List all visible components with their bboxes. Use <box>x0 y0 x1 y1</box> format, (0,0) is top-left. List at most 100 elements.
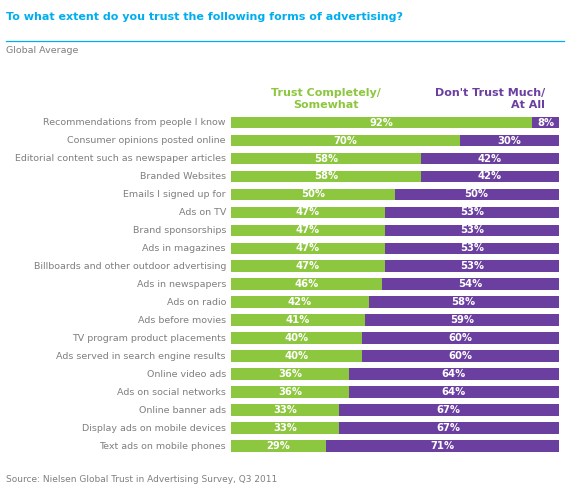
Text: 40%: 40% <box>284 333 308 343</box>
Text: 53%: 53% <box>460 243 484 253</box>
Text: 58%: 58% <box>314 154 338 163</box>
Text: 41%: 41% <box>286 315 310 325</box>
Text: Ads on TV: Ads on TV <box>178 208 226 217</box>
Bar <box>349 368 559 380</box>
Bar <box>231 278 382 290</box>
Bar <box>231 314 365 326</box>
Bar <box>231 207 385 218</box>
Text: Editorial content such as newspaper articles: Editorial content such as newspaper arti… <box>15 154 226 163</box>
Text: Branded Websites: Branded Websites <box>140 172 226 181</box>
Bar <box>339 404 559 416</box>
Text: 42%: 42% <box>288 297 312 307</box>
Text: Ads before movies: Ads before movies <box>138 316 226 325</box>
Text: Ads on radio: Ads on radio <box>166 298 226 307</box>
Text: To what extent do you trust the following forms of advertising?: To what extent do you trust the followin… <box>6 12 402 22</box>
Text: 71%: 71% <box>430 441 454 451</box>
Text: Emails I signed up for: Emails I signed up for <box>123 190 226 199</box>
Text: 92%: 92% <box>370 118 393 127</box>
Text: Trust Completely/
Somewhat: Trust Completely/ Somewhat <box>271 88 381 110</box>
Bar <box>231 296 368 308</box>
Bar <box>461 135 559 146</box>
Text: 33%: 33% <box>273 405 297 415</box>
Text: Global Average: Global Average <box>6 46 78 55</box>
Bar <box>231 189 394 200</box>
Text: 47%: 47% <box>296 243 320 253</box>
Bar <box>421 171 559 182</box>
Bar <box>231 332 362 344</box>
Bar <box>349 386 559 398</box>
Text: Consumer opinions posted online: Consumer opinions posted online <box>67 136 226 145</box>
Text: 67%: 67% <box>437 405 461 415</box>
Bar <box>231 368 349 380</box>
Text: Ads served in search engine results: Ads served in search engine results <box>56 352 226 361</box>
Text: 42%: 42% <box>478 172 502 181</box>
Bar <box>382 278 559 290</box>
Bar <box>421 153 559 164</box>
Text: 47%: 47% <box>296 261 320 271</box>
Bar <box>385 207 559 218</box>
Text: 50%: 50% <box>465 190 488 199</box>
Text: Ads on social networks: Ads on social networks <box>117 388 226 397</box>
Bar <box>362 332 559 344</box>
Text: 42%: 42% <box>478 154 502 163</box>
Bar <box>394 189 559 200</box>
Text: 70%: 70% <box>333 136 357 145</box>
Bar <box>231 440 326 452</box>
Text: 8%: 8% <box>537 118 554 127</box>
Text: Ads in newspapers: Ads in newspapers <box>137 280 226 289</box>
Bar <box>362 350 559 362</box>
Bar <box>231 225 385 236</box>
Bar <box>231 350 362 362</box>
Text: TV program product placements: TV program product placements <box>72 334 226 343</box>
Text: 36%: 36% <box>278 387 302 397</box>
Text: 60%: 60% <box>448 333 473 343</box>
Text: 33%: 33% <box>273 423 297 433</box>
Text: 40%: 40% <box>284 351 308 361</box>
Bar <box>532 117 559 128</box>
Bar <box>385 225 559 236</box>
Bar <box>385 243 559 254</box>
Bar <box>339 422 559 434</box>
Text: 30%: 30% <box>498 136 522 145</box>
Text: Source: Nielsen Global Trust in Advertising Survey, Q3 2011: Source: Nielsen Global Trust in Advertis… <box>6 474 277 484</box>
Text: 53%: 53% <box>460 226 484 235</box>
Text: 50%: 50% <box>301 190 325 199</box>
Text: 54%: 54% <box>458 279 482 289</box>
Text: 59%: 59% <box>450 315 474 325</box>
Bar <box>231 260 385 272</box>
Bar <box>231 386 349 398</box>
Text: 64%: 64% <box>442 387 466 397</box>
Bar <box>231 404 339 416</box>
Bar <box>385 260 559 272</box>
Text: 29%: 29% <box>266 441 290 451</box>
Text: Text ads on mobile phones: Text ads on mobile phones <box>99 442 226 451</box>
Text: 47%: 47% <box>296 226 320 235</box>
Bar <box>365 314 559 326</box>
Text: Online banner ads: Online banner ads <box>139 406 226 415</box>
Text: Ads in magazines: Ads in magazines <box>142 244 226 253</box>
Bar <box>231 422 339 434</box>
Text: Brand sponsorships: Brand sponsorships <box>133 226 226 235</box>
Text: 53%: 53% <box>460 208 484 217</box>
Bar <box>231 171 421 182</box>
Bar <box>231 243 385 254</box>
Text: 36%: 36% <box>278 369 302 379</box>
Text: 46%: 46% <box>294 279 319 289</box>
Bar <box>231 135 461 146</box>
Text: 60%: 60% <box>448 351 473 361</box>
Text: 58%: 58% <box>314 172 338 181</box>
Text: Display ads on mobile devices: Display ads on mobile devices <box>82 424 226 433</box>
Text: 64%: 64% <box>442 369 466 379</box>
Text: Don't Trust Much/
At All: Don't Trust Much/ At All <box>435 88 545 110</box>
Bar <box>231 153 421 164</box>
Bar <box>326 440 559 452</box>
Text: 67%: 67% <box>437 423 461 433</box>
Text: Billboards and other outdoor advertising: Billboards and other outdoor advertising <box>34 262 226 271</box>
Text: Online video ads: Online video ads <box>146 370 226 379</box>
Bar <box>231 117 532 128</box>
Text: 58%: 58% <box>451 297 475 307</box>
Text: Recommendations from people I know: Recommendations from people I know <box>43 118 226 127</box>
Text: 47%: 47% <box>296 208 320 217</box>
Text: 53%: 53% <box>460 261 484 271</box>
Bar <box>368 296 559 308</box>
